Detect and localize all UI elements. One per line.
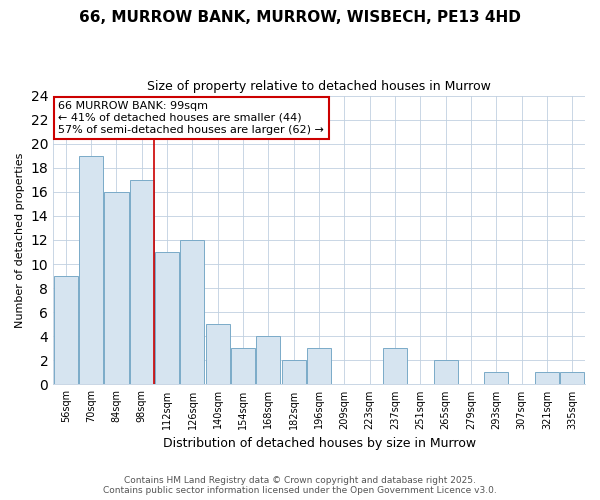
Bar [484,372,508,384]
Bar [535,372,559,384]
Bar [130,180,154,384]
Bar [560,372,584,384]
Bar [282,360,306,384]
Bar [181,240,205,384]
Bar [104,192,128,384]
Bar [256,336,280,384]
Bar [206,324,230,384]
Text: 66 MURROW BANK: 99sqm
← 41% of detached houses are smaller (44)
57% of semi-deta: 66 MURROW BANK: 99sqm ← 41% of detached … [58,102,325,134]
Bar [79,156,103,384]
Bar [231,348,255,384]
Bar [155,252,179,384]
Bar [307,348,331,384]
Text: 66, MURROW BANK, MURROW, WISBECH, PE13 4HD: 66, MURROW BANK, MURROW, WISBECH, PE13 4… [79,10,521,25]
X-axis label: Distribution of detached houses by size in Murrow: Distribution of detached houses by size … [163,437,476,450]
Y-axis label: Number of detached properties: Number of detached properties [15,152,25,328]
Bar [434,360,458,384]
Bar [54,276,78,384]
Text: Contains HM Land Registry data © Crown copyright and database right 2025.
Contai: Contains HM Land Registry data © Crown c… [103,476,497,495]
Bar [383,348,407,384]
Title: Size of property relative to detached houses in Murrow: Size of property relative to detached ho… [147,80,491,93]
